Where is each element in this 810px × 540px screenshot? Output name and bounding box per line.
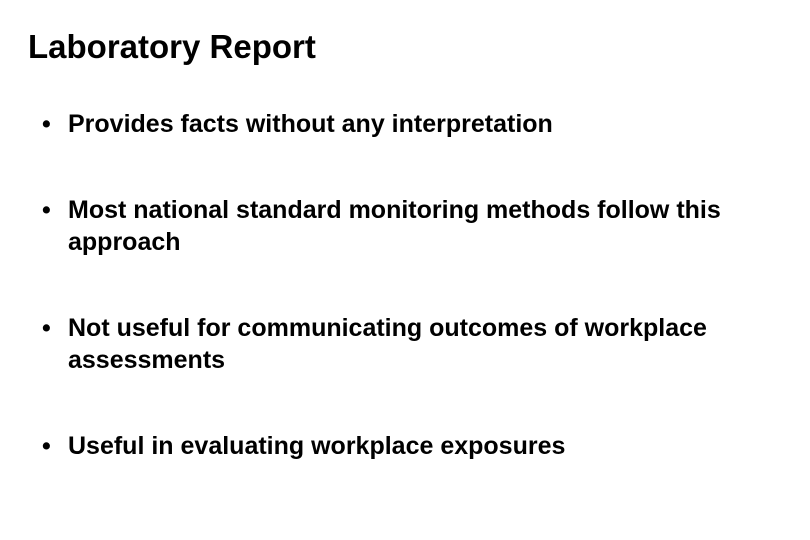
bullet-item: Most national standard monitoring method… bbox=[38, 194, 782, 258]
slide-container: Laboratory Report Provides facts without… bbox=[0, 0, 810, 540]
bullet-item: Not useful for communicating outcomes of… bbox=[38, 312, 782, 376]
bullet-item: Useful in evaluating workplace exposures bbox=[38, 430, 782, 462]
bullet-item: Provides facts without any interpretatio… bbox=[38, 108, 782, 140]
slide-title: Laboratory Report bbox=[28, 28, 782, 66]
bullet-list: Provides facts without any interpretatio… bbox=[28, 108, 782, 462]
